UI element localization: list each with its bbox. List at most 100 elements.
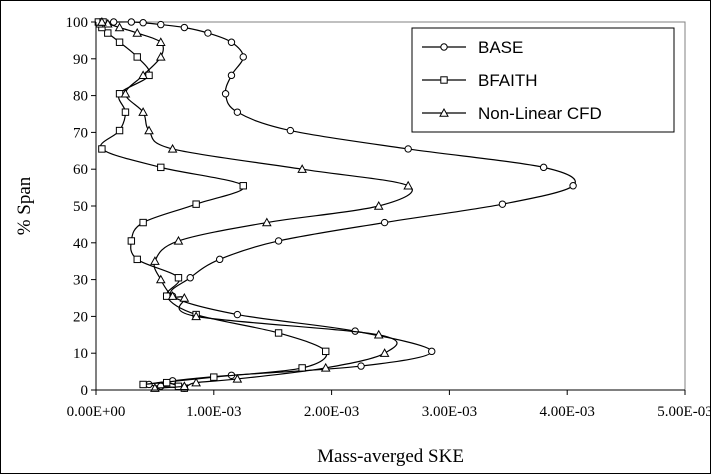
data-point bbox=[227, 71, 236, 80]
data-point bbox=[210, 373, 218, 381]
data-point bbox=[139, 19, 147, 27]
data-point bbox=[274, 237, 283, 245]
data-point bbox=[133, 255, 141, 264]
legend-marker bbox=[439, 107, 449, 117]
legend-label: BFAITH bbox=[478, 71, 538, 90]
x-tick-label: 5.00E-03 bbox=[657, 404, 711, 420]
y-tick-label: 10 bbox=[73, 346, 88, 362]
data-point bbox=[180, 23, 189, 32]
legend: BASE BFAITH Non-Linear CFD bbox=[411, 27, 675, 133]
series-layer bbox=[94, 16, 577, 392]
series-non-linear-cfd bbox=[97, 16, 414, 392]
series-line bbox=[97, 21, 328, 389]
data-point bbox=[98, 145, 106, 153]
y-axis-title: % Span bbox=[14, 176, 35, 235]
data-point bbox=[139, 218, 147, 227]
data-point bbox=[104, 29, 112, 37]
data-point bbox=[173, 235, 184, 245]
data-point bbox=[121, 108, 130, 116]
data-point bbox=[155, 37, 166, 46]
data-point bbox=[274, 329, 283, 337]
axis-layer: 0.00E+00 1.00E-03 2.00E-03 3.00E-03 4.00E-03… bbox=[66, 15, 711, 420]
data-point bbox=[380, 218, 389, 227]
data-point bbox=[403, 180, 414, 190]
y-tick-label: 80 bbox=[73, 89, 88, 105]
x-tick-label: 0.00E+00 bbox=[67, 404, 126, 420]
legend-marker bbox=[440, 43, 448, 51]
series-bfaith bbox=[94, 18, 330, 392]
data-point bbox=[379, 348, 390, 357]
y-tick-label: 30 bbox=[73, 273, 88, 289]
y-tick-label: 100 bbox=[66, 15, 89, 31]
data-point bbox=[138, 107, 148, 116]
data-point bbox=[186, 274, 194, 282]
x-axis-title: Mass-averged SKE bbox=[317, 446, 464, 467]
data-point bbox=[357, 362, 365, 370]
data-point bbox=[215, 255, 224, 264]
data-point bbox=[157, 20, 165, 29]
y-tick-label: 70 bbox=[73, 125, 88, 141]
y-tick-label: 50 bbox=[73, 199, 88, 215]
x-tick-label: 2.00E-03 bbox=[304, 404, 359, 420]
data-point bbox=[133, 53, 141, 61]
data-point bbox=[239, 53, 247, 61]
y-tick-label: 40 bbox=[73, 236, 88, 252]
data-point bbox=[373, 329, 384, 339]
data-point bbox=[204, 29, 212, 37]
data-point bbox=[167, 143, 178, 153]
data-point bbox=[115, 126, 124, 135]
legend-label: Non-Linear CFD bbox=[478, 104, 602, 123]
data-point bbox=[155, 274, 166, 284]
legend-box bbox=[411, 27, 675, 133]
data-point bbox=[179, 292, 190, 302]
data-point bbox=[297, 164, 307, 173]
data-point bbox=[233, 310, 242, 319]
data-point bbox=[227, 38, 236, 46]
data-point bbox=[155, 51, 166, 61]
data-point bbox=[162, 378, 171, 387]
data-point bbox=[286, 126, 295, 135]
x-tick-label: 4.00E-03 bbox=[539, 404, 594, 420]
data-point bbox=[144, 125, 154, 135]
data-point bbox=[97, 16, 107, 26]
data-point bbox=[191, 377, 201, 387]
data-point bbox=[139, 380, 147, 389]
y-tick-label: 0 bbox=[81, 383, 89, 399]
data-point bbox=[569, 182, 577, 190]
legend-item: BASE bbox=[422, 38, 523, 57]
data-point bbox=[127, 18, 136, 26]
data-point bbox=[127, 237, 136, 245]
data-point bbox=[115, 38, 124, 46]
x-tick-label: 3.00E-03 bbox=[422, 404, 477, 420]
data-point bbox=[373, 200, 384, 210]
data-point bbox=[132, 28, 143, 37]
legend-label: BASE bbox=[478, 38, 523, 57]
data-point bbox=[192, 200, 200, 208]
data-point bbox=[114, 22, 125, 32]
data-point bbox=[322, 347, 330, 356]
data-point bbox=[138, 70, 148, 80]
data-point bbox=[120, 88, 131, 98]
y-tick-label: 90 bbox=[73, 52, 88, 68]
data-point bbox=[539, 163, 548, 172]
data-point bbox=[109, 18, 118, 26]
data-point bbox=[239, 182, 247, 190]
data-point bbox=[221, 90, 230, 98]
data-point bbox=[261, 217, 272, 227]
data-point bbox=[232, 373, 243, 383]
data-point bbox=[233, 108, 242, 116]
data-point bbox=[428, 347, 436, 356]
data-point bbox=[150, 256, 160, 265]
data-point bbox=[298, 364, 306, 372]
data-point bbox=[157, 163, 165, 172]
legend-item: Non-Linear CFD bbox=[422, 104, 602, 123]
data-point bbox=[498, 200, 507, 208]
data-point bbox=[191, 311, 201, 321]
data-point bbox=[174, 274, 183, 282]
y-tick-label: 60 bbox=[73, 162, 88, 178]
y-tick-label: 20 bbox=[73, 309, 88, 325]
x-tick-label: 1.00E-03 bbox=[186, 404, 241, 420]
data-point bbox=[320, 362, 331, 372]
data-point bbox=[167, 291, 178, 300]
